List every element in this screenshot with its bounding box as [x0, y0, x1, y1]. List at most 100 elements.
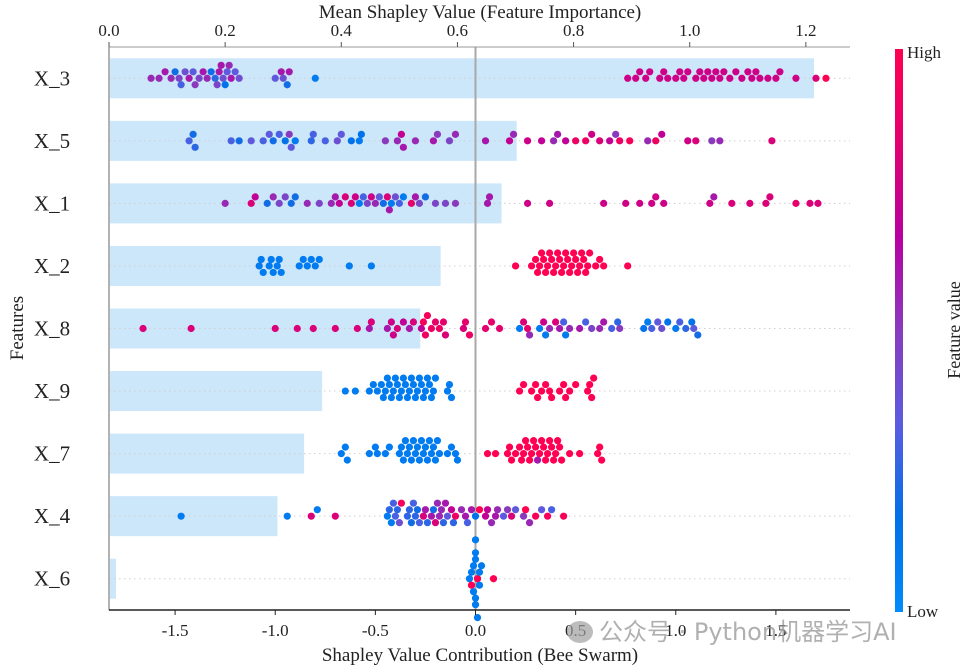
shap-point-x_5 — [347, 137, 355, 145]
shap-point-x_7 — [433, 437, 442, 445]
shap-point-x_8 — [616, 324, 624, 333]
shap-point-x_2 — [566, 268, 574, 277]
x-top-tick-label: 0.8 — [563, 21, 584, 40]
shap-point-x_3 — [283, 81, 291, 89]
shap-point-x_2 — [295, 262, 303, 270]
shap-point-x_8 — [427, 324, 436, 333]
shap-point-x_5 — [606, 137, 614, 145]
shap-point-x_8 — [431, 318, 440, 326]
shap-point-x_9 — [572, 380, 580, 389]
shap-point-x_1 — [483, 199, 492, 207]
shap-point-x_5 — [509, 130, 518, 138]
shap-point-x_8 — [439, 318, 448, 326]
shap-point-x_9 — [566, 387, 574, 395]
shap-point-x_1 — [728, 199, 736, 207]
shap-point-x_7 — [545, 437, 554, 445]
shap-point-x_1 — [441, 199, 450, 207]
shap-point-x_5 — [582, 137, 590, 145]
shap-point-x_7 — [419, 450, 428, 458]
shap-point-x_9 — [391, 374, 399, 382]
shap-point-x_3 — [217, 61, 225, 69]
shap-point-x_5 — [684, 137, 692, 145]
shap-point-x_1 — [281, 193, 289, 201]
shap-point-x_5 — [523, 137, 532, 145]
shap-point-x_7 — [525, 456, 534, 464]
shap-point-x_5 — [562, 137, 570, 145]
shap-point-x_1 — [806, 199, 814, 207]
shap-point-x_7 — [343, 456, 351, 464]
shap-point-x_8 — [545, 324, 554, 333]
shap-point-x_9 — [389, 387, 397, 395]
shap-point-x_2 — [596, 255, 604, 264]
shap-point-x_7 — [531, 443, 540, 451]
feature-label: X_9 — [34, 379, 70, 403]
shap-point-x_1 — [383, 193, 391, 201]
shap-point-x_5 — [393, 137, 401, 145]
shap-point-x_7 — [453, 456, 462, 464]
shap-point-x_1 — [415, 199, 424, 207]
shap-point-x_2 — [584, 262, 592, 270]
shap-point-x_9 — [403, 393, 412, 402]
shap-point-x_7 — [505, 443, 514, 451]
shap-point-x_2 — [269, 268, 277, 277]
shap-point-x_3 — [161, 68, 169, 76]
shap-point-x_7 — [533, 456, 542, 464]
shap-point-x_3 — [732, 68, 740, 76]
shap-point-x_8 — [419, 318, 428, 326]
shap-point-x_1 — [367, 193, 375, 201]
shap-point-x_8 — [588, 324, 596, 333]
shap-point-x_9 — [373, 387, 381, 395]
shap-point-x_1 — [387, 199, 395, 207]
shap-point-x_1 — [275, 199, 283, 207]
shap-point-x_3 — [285, 68, 293, 76]
shap-point-x_7 — [423, 456, 432, 464]
shap-point-x_3 — [752, 68, 760, 76]
shap-point-x_9 — [365, 387, 373, 395]
shap-point-x_3 — [676, 68, 684, 76]
shap-point-x_9 — [385, 380, 393, 389]
shap-point-x_4 — [449, 519, 458, 527]
shap-point-x_4 — [457, 506, 466, 514]
shap-point-x_1 — [375, 193, 383, 201]
shap-point-x_8 — [461, 318, 470, 326]
shap-point-x_8 — [331, 324, 339, 333]
shap-point-x_4 — [467, 506, 476, 514]
shap-point-x_9 — [423, 374, 432, 382]
shap-point-x_7 — [596, 443, 604, 451]
shap-point-x_8 — [387, 318, 395, 326]
shap-point-x_4 — [481, 512, 490, 520]
shap-point-x_9 — [556, 387, 564, 395]
shap-point-x_2 — [600, 262, 608, 270]
shap-point-x_3 — [167, 74, 175, 82]
shap-point-x_1 — [746, 199, 754, 207]
shap-point-x_2 — [303, 262, 311, 270]
shap-point-x_1 — [359, 193, 367, 201]
shap-point-x_4 — [411, 512, 420, 520]
shap-point-x_7 — [503, 450, 512, 458]
shap-point-x_8 — [664, 318, 672, 326]
shap-point-x_5 — [550, 137, 558, 145]
shap-point-x_1 — [766, 193, 774, 201]
shap-point-x_8 — [525, 331, 534, 339]
shap-point-x_4 — [307, 512, 315, 520]
shap-point-x_7 — [373, 450, 381, 458]
shap-point-x_6 — [469, 588, 478, 596]
shap-point-x_2 — [582, 268, 590, 277]
shap-point-x_2 — [533, 268, 542, 277]
shap-point-x_7 — [425, 437, 434, 445]
shap-point-x_2 — [576, 262, 584, 270]
shap-point-x_4 — [429, 506, 438, 514]
shap-point-x_7 — [598, 456, 606, 464]
shap-point-x_5 — [554, 130, 562, 138]
shap-point-x_5 — [287, 143, 295, 151]
shap-point-x_9 — [429, 387, 438, 395]
shap-point-x_9 — [369, 380, 377, 389]
shap-point-x_3 — [211, 74, 219, 82]
shap-point-x_7 — [527, 450, 536, 458]
shap-point-x_1 — [706, 199, 714, 207]
shap-point-x_2 — [574, 268, 582, 277]
shap-point-x_5 — [333, 137, 341, 145]
shap-point-x_8 — [187, 324, 195, 333]
shap-point-x_1 — [341, 193, 349, 201]
